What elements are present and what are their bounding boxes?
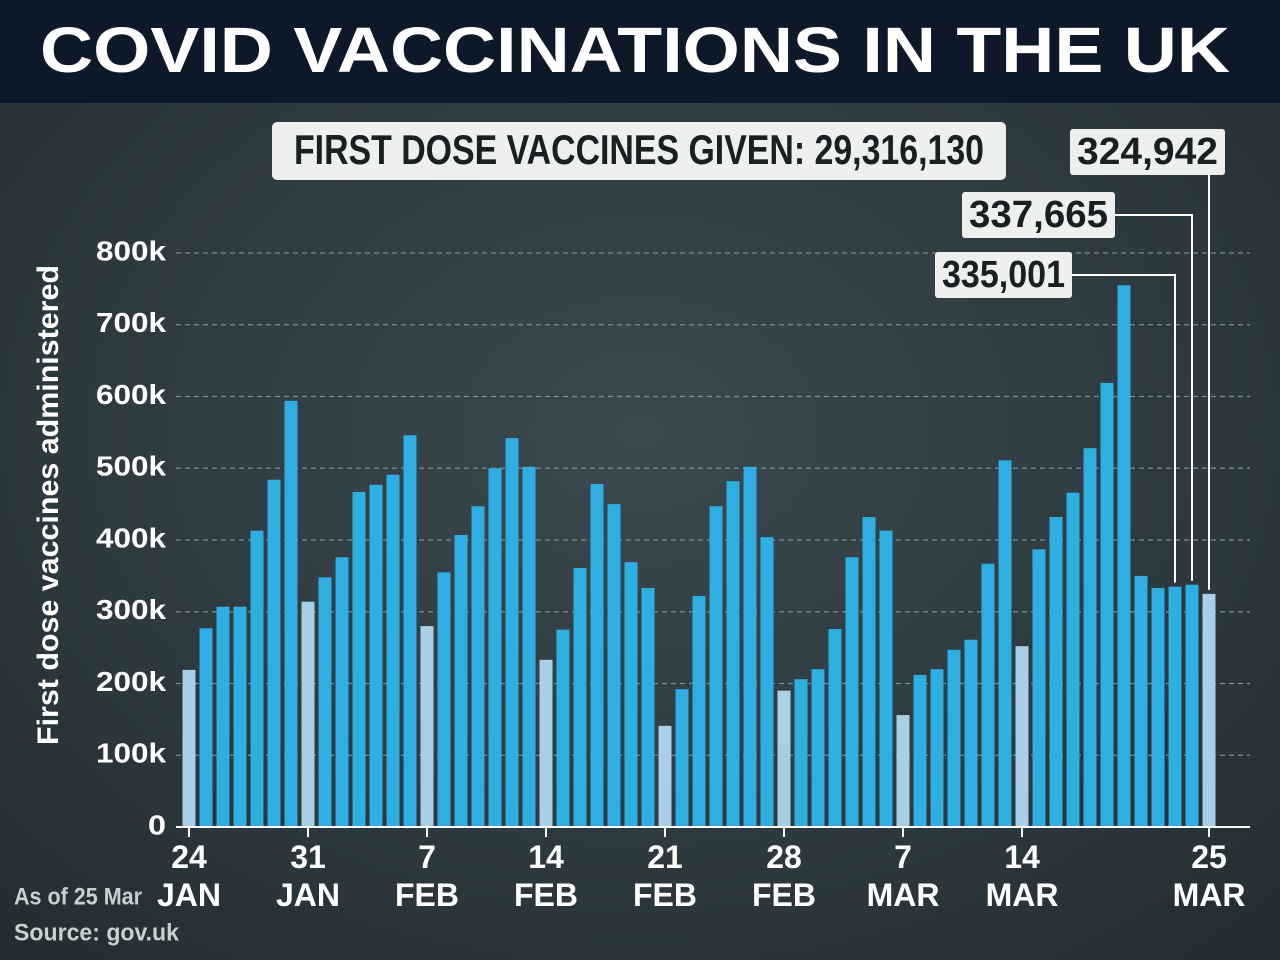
bar	[318, 577, 332, 827]
y-tick-label: 200k	[96, 666, 166, 697]
bar	[335, 557, 349, 827]
bar	[1049, 517, 1063, 827]
source: Source: gov.uk	[14, 919, 180, 946]
x-tick-label: 7 MAR	[867, 839, 940, 913]
bar	[386, 474, 400, 827]
bar	[947, 649, 961, 827]
bar	[301, 601, 315, 827]
bar	[403, 435, 417, 827]
bar	[199, 628, 213, 827]
callout-line	[1115, 214, 1193, 581]
callout-line	[1072, 274, 1176, 583]
y-tick-label: 300k	[96, 594, 166, 625]
data-label: 324,942	[1077, 131, 1218, 173]
bar	[1066, 492, 1080, 827]
callout-box	[1070, 129, 1225, 175]
y-tick-label: 600k	[96, 379, 166, 410]
y-tick-label: 800k	[96, 235, 166, 266]
bar	[1134, 575, 1148, 827]
bar	[641, 588, 655, 827]
bar	[998, 460, 1012, 827]
x-tick-label: 31 JAN	[276, 839, 340, 913]
callout-box	[935, 252, 1072, 298]
bar	[930, 669, 944, 827]
bar	[1015, 646, 1029, 827]
bar	[437, 572, 451, 827]
bar	[1185, 584, 1199, 827]
bar	[539, 659, 553, 827]
bar	[573, 567, 587, 827]
x-tick-label: 24 JAN	[157, 839, 221, 913]
data-label: 335,001	[942, 254, 1065, 296]
bar	[454, 534, 468, 827]
bar	[828, 628, 842, 827]
bar	[743, 466, 757, 827]
bar	[233, 606, 247, 827]
x-tick-label: 14 FEB	[514, 839, 578, 913]
bar	[811, 669, 825, 827]
bar	[675, 689, 689, 827]
bar	[471, 506, 485, 827]
bar	[964, 639, 978, 827]
bar	[352, 491, 366, 827]
x-tick-label: 7 FEB	[395, 839, 459, 913]
x-tick-label: 25 MAR	[1173, 839, 1246, 913]
bar	[182, 669, 196, 827]
y-axis-label: First dose vaccines administered	[32, 265, 65, 745]
bar	[556, 629, 570, 827]
bar	[726, 481, 740, 827]
callout-box	[962, 192, 1115, 238]
y-tick-label: 100k	[96, 738, 166, 769]
bar	[1032, 549, 1046, 827]
bar	[1117, 285, 1131, 828]
bar	[420, 626, 434, 827]
bar	[607, 504, 621, 827]
bar	[913, 674, 927, 827]
bar	[777, 690, 791, 827]
bar	[709, 506, 723, 827]
bar	[862, 517, 876, 827]
y-tick-label: 500k	[96, 451, 166, 482]
x-tick-label: 14 MAR	[986, 839, 1059, 913]
bar	[369, 484, 383, 827]
y-tick-label: 700k	[96, 307, 166, 338]
x-tick-label: 28 FEB	[752, 839, 816, 913]
x-tick-label: 21 FEB	[633, 839, 697, 913]
bar	[1083, 448, 1097, 827]
bar	[981, 563, 995, 827]
bar	[658, 725, 672, 827]
y-tick-label: 400k	[96, 522, 166, 553]
bar	[1100, 382, 1114, 827]
data-label: 337,665	[969, 194, 1108, 236]
bar	[1168, 586, 1182, 827]
bar	[522, 466, 536, 827]
bar	[505, 438, 519, 827]
chart-title: COVID VACCINATIONS IN THE UK	[40, 14, 1230, 86]
bar	[879, 530, 893, 827]
bar	[845, 557, 859, 827]
bar	[896, 715, 910, 827]
bar	[488, 468, 502, 827]
bar	[284, 400, 298, 827]
bar	[794, 679, 808, 827]
bar	[250, 530, 264, 827]
bar	[267, 479, 281, 827]
subtitle: FIRST DOSE VACCINES GIVEN: 29,316,130	[294, 126, 984, 173]
subtitle-box	[272, 122, 1006, 180]
bar	[216, 606, 230, 827]
y-tick-label: 0	[148, 809, 166, 840]
title-band	[0, 0, 1280, 103]
bar	[692, 595, 706, 827]
bar	[624, 562, 638, 827]
bar	[1151, 588, 1165, 827]
bar	[760, 537, 774, 827]
note: As of 25 Mar	[14, 883, 142, 910]
bar	[1202, 593, 1216, 827]
bar	[590, 484, 604, 827]
